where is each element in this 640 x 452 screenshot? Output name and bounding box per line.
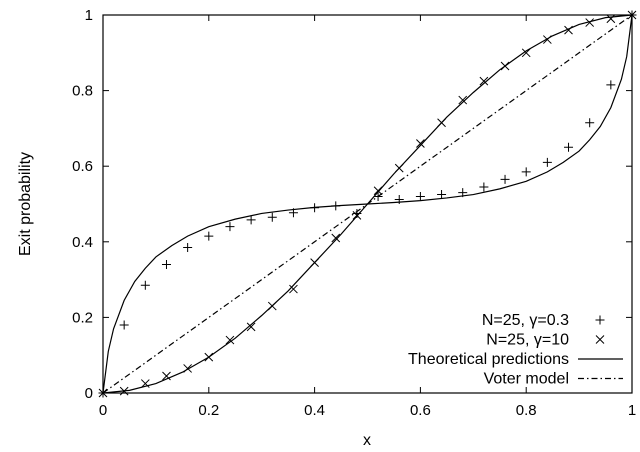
y-tick-label: 0.8 [72,83,93,100]
x-axis-label: x [363,432,371,449]
data-point-cross [246,322,256,332]
data-point-plus [246,215,256,225]
legend-label: N=25, γ=10 [486,332,569,349]
x-tick-label: 1 [628,402,636,419]
y-tick-label: 0.6 [72,158,93,175]
data-point-cross [521,48,531,58]
data-point-cross [289,284,298,294]
data-point-cross [479,76,489,86]
series-layer [98,10,637,398]
data-point-plus [415,191,425,201]
legend-marker-plus [595,315,605,325]
data-point-plus [119,320,129,330]
data-point-plus [479,182,489,192]
data-point-cross [225,335,235,345]
data-point-cross [331,233,341,243]
legend-marker-cross [595,335,605,344]
x-tick-label: 0.4 [304,402,325,419]
legend: N=25, γ=0.3 N=25, γ=10 Theoretical predict… [408,312,623,388]
data-point-cross [606,14,616,24]
data-point-plus [542,157,552,167]
data-point-cross [416,139,425,148]
data-point-plus [606,80,616,90]
legend-label: Theoretical predictions [408,351,569,368]
data-point-cross [585,18,595,27]
x-tick-label: 0.2 [198,402,219,419]
series-3 [102,14,633,394]
y-tick-label: 0.4 [72,234,93,251]
data-point-plus [521,167,531,177]
data-point-plus [183,242,193,252]
y-tick-label: 0 [85,385,93,402]
data-point-cross [458,95,468,105]
data-point-cross [162,371,171,381]
data-point-plus [564,142,574,152]
data-point-plus [161,259,171,269]
y-tick-label: 0.2 [72,309,93,326]
x-tick-label: 0.8 [516,402,537,419]
plot-frame [102,14,633,394]
data-point-plus [500,174,510,184]
data-point-plus [140,280,150,290]
data-point-plus [225,222,235,232]
x-tick-label: 0.6 [410,402,431,419]
legend-label: Voter model [484,371,569,388]
data-point-plus [437,190,447,200]
y-tick-label: 1 [85,7,93,24]
y-axis-label: Exit probability [17,152,34,256]
data-point-cross [140,379,150,388]
data-point-plus [585,118,595,128]
x-tick-label: 0 [99,402,107,419]
legend-label: N=25, γ=0.3 [482,312,569,329]
data-point-plus [204,231,214,241]
data-point-plus [267,212,277,222]
series-line [102,14,633,394]
axis-ticks: 0 0.2 0.4 0.6 0.8 1 0 0.2 0.4 0.6 0.8 1 [72,7,636,419]
